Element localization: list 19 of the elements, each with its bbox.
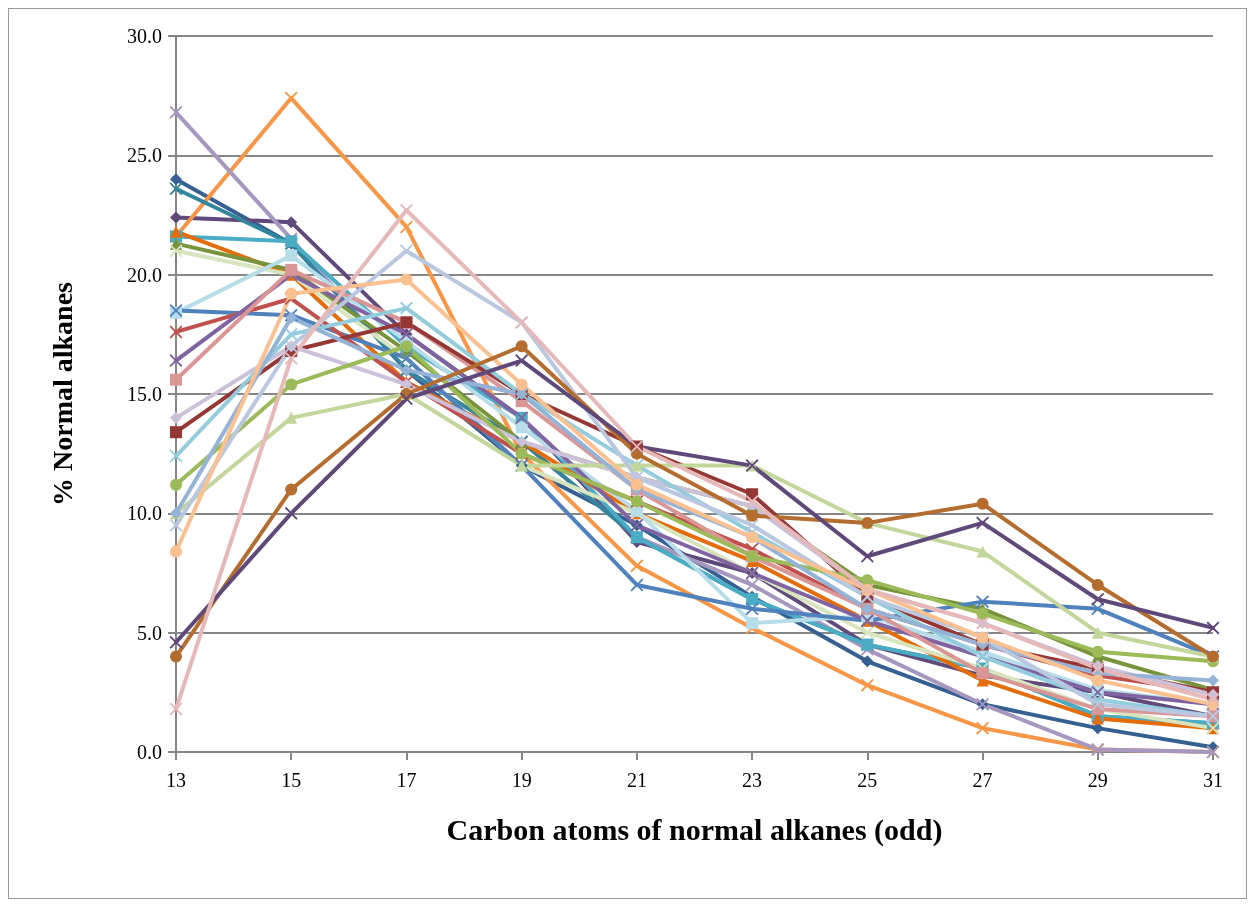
x-tick-label: 23 (742, 769, 763, 791)
x-tick-label: 31 (1203, 769, 1223, 791)
x-tick-label: 13 (166, 769, 186, 791)
y-tick-label: 20.0 (127, 263, 162, 286)
y-tick-label: 0.0 (137, 741, 162, 763)
x-tick-label: 27 (972, 769, 993, 791)
x-tick-label: 29 (1087, 769, 1108, 791)
y-tick-label: 15.0 (127, 383, 162, 405)
y-tick-label: 25.0 (127, 144, 162, 167)
y-tick-label: 10.0 (127, 502, 162, 525)
x-tick-label: 17 (396, 769, 417, 791)
y-tick-label: 30.0 (127, 25, 162, 47)
y-axis-title: % Normal alkanes (46, 281, 78, 506)
x-tick-label: 21 (626, 769, 647, 791)
x-axis-title: Carbon atoms of normal alkanes (odd) (446, 812, 943, 847)
y-tick-label: 5.0 (137, 621, 162, 644)
x-tick-label: 25 (857, 769, 878, 791)
x-tick-label: 15 (281, 769, 302, 791)
x-tick-label: 19 (511, 769, 532, 791)
